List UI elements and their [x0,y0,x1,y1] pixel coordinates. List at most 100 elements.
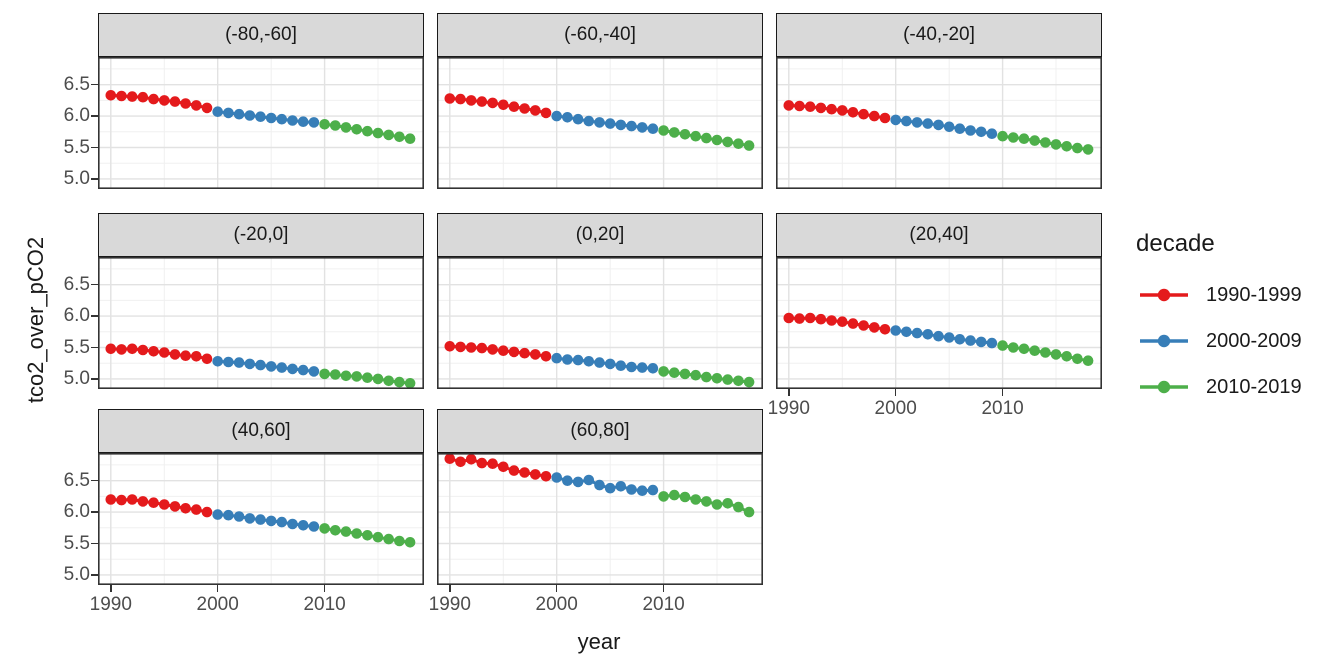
y-tick-label: 6.0 [63,501,90,523]
data-point [722,136,733,148]
data-point [212,509,223,520]
data-point [1061,351,1072,362]
data-point [287,518,298,530]
y-tick-label: 6.5 [63,273,90,295]
data-point [319,523,330,534]
data-point [498,461,509,473]
data-point [116,344,127,355]
data-point [201,102,213,114]
data-point [148,346,159,357]
series-2000-2009 [212,356,320,377]
data-point [604,482,616,494]
legend-title: decade [1136,230,1215,257]
data-point [783,100,795,111]
data-point [255,111,266,122]
facet-panel [437,57,763,189]
data-point [255,514,266,525]
data-point [455,93,466,105]
data-point [287,363,298,375]
series-2000-2009 [212,106,320,128]
data-point [647,363,659,374]
x-tick-label: 1990 [428,594,471,615]
data-point [455,341,466,353]
legend-entry-2010-2019: 2010-2019 [1136,374,1336,400]
data-point [444,93,456,104]
series-2000-2009 [551,110,659,134]
data-point [137,91,149,103]
legend-key-icon [1140,334,1188,348]
data-point [476,457,488,469]
x-tick [449,585,451,592]
x-axis-title: year [577,629,621,654]
data-point [669,127,680,138]
y-tick [91,542,98,545]
y-tick [91,115,98,117]
data-point [943,332,955,343]
legend-entry-2000-2009: 2000-2009 [1136,328,1336,354]
data-point [1050,139,1062,150]
data-point [105,343,117,355]
data-point [180,350,191,361]
facet-(-80,-60]: (-80,-60] 6.5 6.0 5.5 5.0 [38,13,438,231]
data-point [1040,347,1051,358]
data-point [879,324,891,335]
data-point [394,376,405,388]
data-point [1082,144,1094,155]
x-tick-label: 2000 [196,594,239,615]
data-point [743,506,755,518]
data-point [701,132,712,144]
data-point [1029,135,1040,146]
data-point [308,366,320,377]
data-point [159,499,170,510]
series-2010-2019 [319,368,416,389]
data-point [372,373,384,385]
data-point [330,369,341,380]
data-point [297,116,309,127]
data-point [804,312,816,324]
data-point [954,123,966,134]
data-point [276,113,288,125]
data-point [890,325,901,336]
facet-panel [98,257,424,389]
data-point [362,372,373,383]
facet-(60,80]: (60,80] 1990 2000 2010 [377,409,777,627]
y-tick-label: 6.5 [63,469,90,491]
data-point [1018,343,1030,355]
data-point [498,345,509,356]
data-point [404,537,416,548]
data-point [615,360,627,371]
data-point [244,513,256,524]
data-point [711,134,723,146]
data-point [562,475,573,486]
data-point [901,326,912,338]
data-point [954,334,966,345]
data-point [519,467,530,478]
data-point [372,531,384,543]
data-point [594,479,605,491]
data-point [340,370,352,382]
data-point [722,374,733,385]
data-point [986,337,998,349]
series-2000-2009 [551,352,659,374]
data-point [679,491,691,503]
data-point [743,376,755,388]
data-point [679,129,691,140]
data-point [255,359,266,371]
data-point [362,125,373,137]
data-point [743,140,755,151]
data-point [465,454,477,465]
data-point [362,530,373,541]
data-point [126,343,138,355]
y-tick [91,315,98,317]
data-point [498,99,509,111]
y-tick-label: 5.5 [63,532,90,554]
data-point [244,358,256,370]
data-point [815,102,827,114]
data-point [604,118,616,129]
y-tick [91,346,98,349]
data-point [487,458,498,469]
x-tick [555,585,558,592]
data-point [116,90,127,102]
data-point [701,371,712,383]
series-1990-1999 [783,100,891,124]
